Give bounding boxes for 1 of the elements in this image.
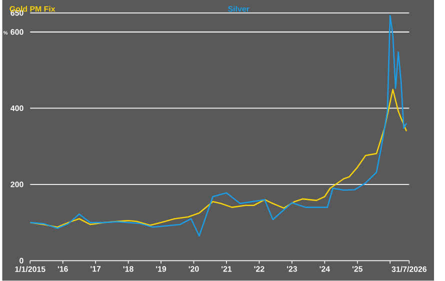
line-series <box>30 89 408 228</box>
